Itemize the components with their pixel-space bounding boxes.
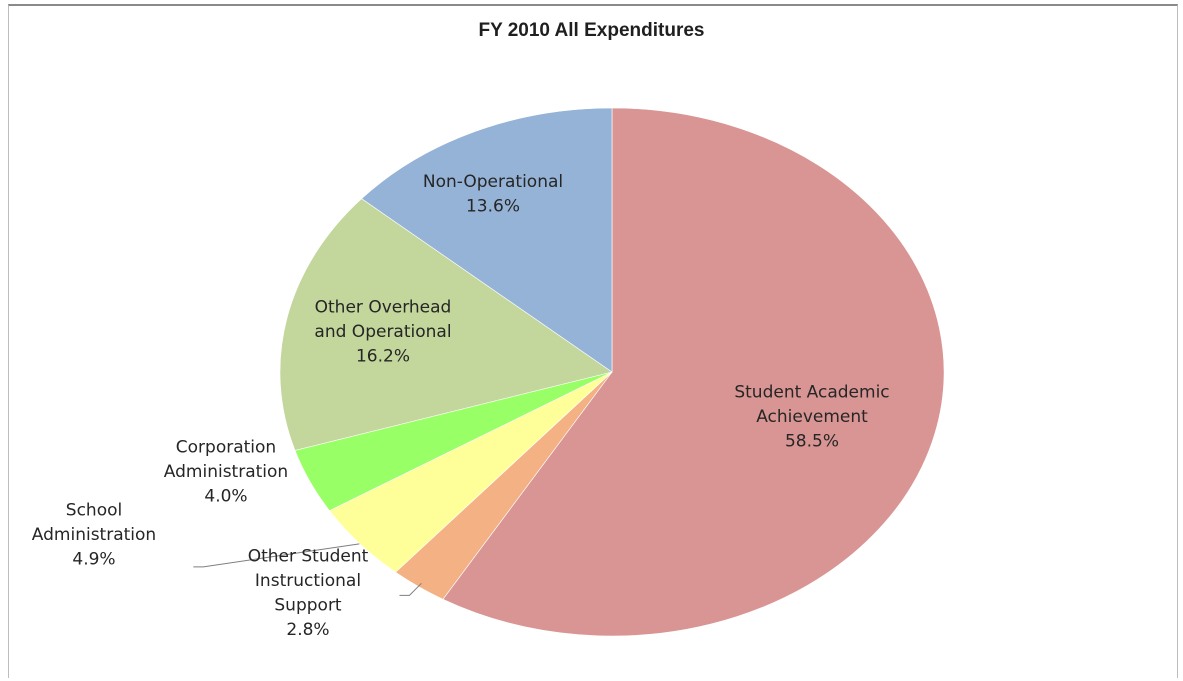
leader-line-school-administration — [193, 543, 360, 568]
pie-slice-other-overhead-and-operational — [279, 198, 613, 451]
pie-slice-student-academic-achievement — [442, 107, 945, 637]
pie-slice-non-operational — [361, 107, 613, 373]
slice-label-non-operational: Non-Operational 13.6% — [423, 172, 563, 217]
slice-label-other-student-instructional-support: Other Student Instructional Support 2.8% — [248, 546, 369, 640]
slice-label-school-administration: School Administration 4.9% — [32, 501, 156, 570]
chart-title: FY 2010 All Expenditures — [478, 20, 705, 41]
slice-label-student-academic-achievement: Student Academic Achievement 58.5% — [734, 383, 889, 452]
slice-label-other-overhead-and-operational: Other Overhead and Operational 16.2% — [314, 298, 451, 367]
leader-line-other-student-instructional-support — [399, 582, 422, 596]
slice-label-corporation-administration: Corporation Administration 4.0% — [164, 438, 288, 507]
